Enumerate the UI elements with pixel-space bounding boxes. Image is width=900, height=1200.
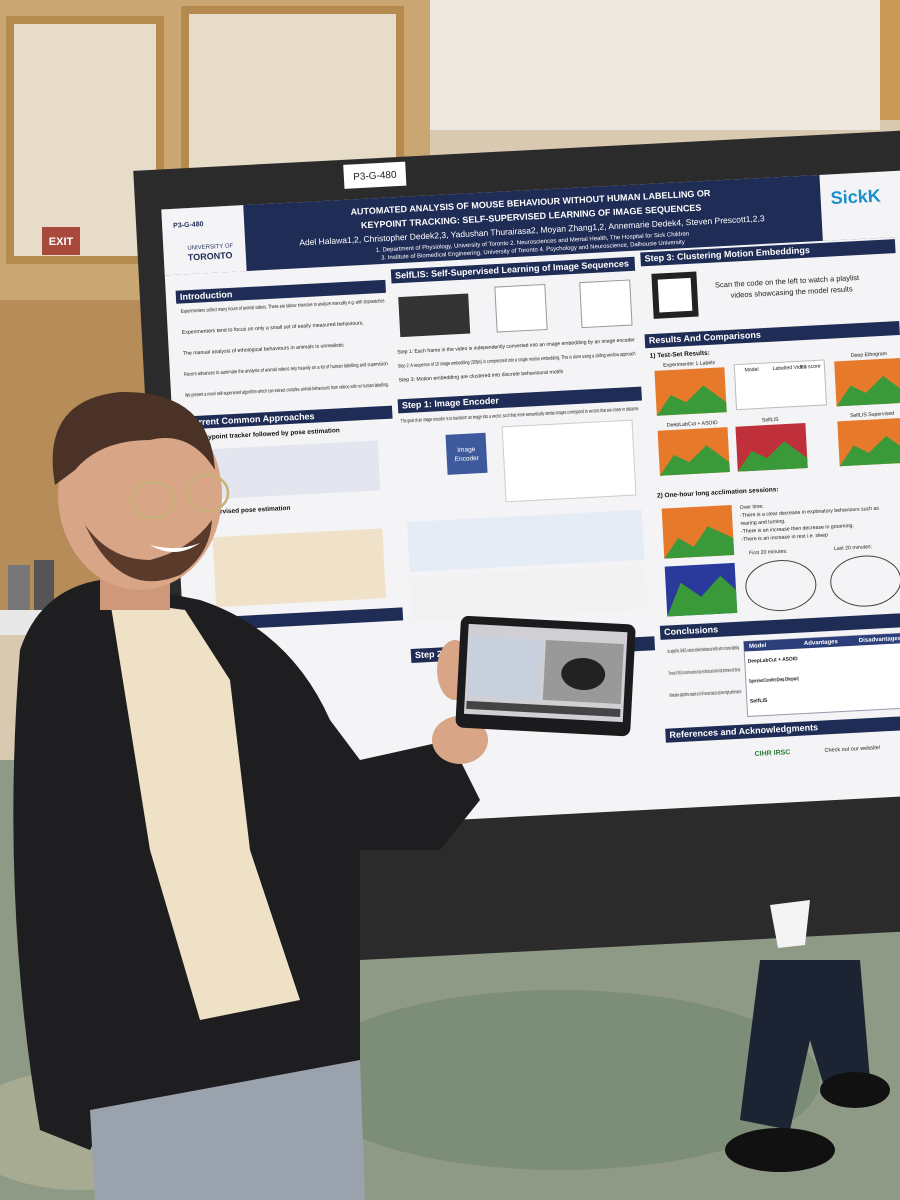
section-heading: Conclusions	[664, 624, 718, 637]
tablet	[455, 615, 636, 737]
glasses	[129, 480, 177, 520]
panel-area	[737, 441, 808, 472]
exit-sign	[42, 227, 80, 255]
area-shape	[667, 575, 738, 617]
beard	[85, 520, 212, 582]
university: UNIVERSITY OF	[187, 243, 233, 251]
mouse-image	[561, 657, 606, 691]
section-header	[397, 386, 642, 414]
exit-text: EXIT	[49, 236, 74, 248]
cihr: CIHR IRSC	[754, 749, 790, 758]
qr-code-inner	[657, 277, 693, 313]
section-header	[390, 256, 636, 284]
screen-plot	[466, 636, 542, 700]
contrastive-diagram	[407, 509, 645, 572]
wall-upper	[430, 0, 880, 130]
over-time-line: -There is an increase then decrease in g…	[741, 523, 854, 535]
table-header: Disadvantages	[859, 636, 900, 644]
result-panels: Experimenter 1 Labels Deep Ethogram DeepLa…	[654, 351, 900, 476]
minutes-label: First 20 minutes:	[749, 549, 788, 557]
section-header	[659, 612, 900, 640]
panel-area	[656, 385, 727, 416]
pillar	[880, 0, 900, 120]
over-time-line: Over time:	[740, 504, 764, 511]
legs	[740, 960, 870, 1130]
video-timeline	[466, 700, 621, 717]
augmentations	[409, 564, 647, 622]
panel-area	[839, 435, 900, 467]
poster-code: P3-G-480	[173, 221, 204, 230]
jeans	[90, 1060, 365, 1200]
poster-board: P3-G-480 P3-G-480 UNIVERSITY OF TORONTO …	[133, 129, 900, 970]
section-header	[175, 279, 386, 304]
urn	[8, 565, 30, 610]
section-header	[640, 239, 896, 267]
conclusion-bullet: Alternative algorithms require a lot of …	[669, 689, 741, 699]
conclusion-bullet: The results of SelfLIS can also be super…	[668, 667, 740, 677]
embedding-stack	[494, 283, 548, 333]
umap-plot	[501, 419, 637, 503]
table-header: Advantages	[804, 639, 839, 647]
hair	[52, 391, 216, 485]
table-header: F1 score	[800, 364, 821, 371]
over-time-line: -There is an increase in rest i.e. sleep	[741, 532, 828, 543]
panel-title: Deep Ethogram	[851, 351, 888, 359]
table-row-label: DeepLabCut + ASOID	[748, 656, 798, 665]
sickkids-box	[819, 170, 900, 241]
sign-text: P3-G-480	[353, 170, 397, 183]
panel-area	[836, 375, 900, 407]
panel-title: DeepLabCut + ASOID	[667, 420, 718, 429]
table-head-bg	[743, 632, 900, 652]
encoder-label: Image	[457, 446, 476, 454]
section-header	[644, 320, 900, 349]
smile	[150, 543, 200, 553]
minutes-label: Last 20 minutes:	[834, 544, 872, 552]
website: Check out our website!	[824, 745, 881, 754]
f1-table	[733, 359, 827, 411]
t-shirt	[110, 600, 300, 1020]
shoe	[820, 1072, 890, 1108]
diagram	[207, 440, 381, 500]
section-heading: Introduction	[180, 289, 233, 302]
panel-area	[659, 445, 730, 476]
university: TORONTO	[188, 250, 233, 262]
panel-title: SelfLIS Supervised	[850, 411, 894, 419]
conclusion-table: Model Advantages Disadvantages DeepLabCut +…	[743, 632, 900, 717]
embedding-stack	[579, 279, 633, 329]
results-sub: 1) Test-Set Results:	[649, 350, 709, 360]
table-header: Model	[744, 367, 758, 374]
uoft-logo-box	[161, 205, 247, 276]
table-row-label: Supervised ConvNet (Deep Ethogram)	[749, 676, 799, 685]
encoder-box	[445, 432, 488, 475]
over-time-line: rearing and turning.	[740, 519, 785, 527]
conclusion-bullet: Our algorithm, SelfLIS, extracts relevan…	[667, 645, 739, 655]
glasses	[186, 473, 230, 513]
sign-card	[343, 161, 407, 189]
transition-graph	[830, 555, 900, 607]
window	[6, 16, 164, 264]
table-header: Labelled Video	[772, 364, 807, 372]
encoder-label: Encoder	[455, 455, 480, 463]
transition-graph	[745, 560, 817, 612]
table-row-label: SelfLIS	[750, 698, 768, 705]
diagram	[212, 528, 386, 608]
area-shape	[664, 526, 735, 559]
carpet-pattern	[300, 990, 820, 1170]
logo: SickK	[830, 186, 881, 209]
panel-title: SelfLIS	[762, 417, 780, 424]
section-header	[182, 405, 393, 430]
conclusion-bullets: Our algorithm, SelfLIS, extracts relevan…	[667, 645, 742, 699]
panel-title: Experimenter 1 Labels	[663, 360, 716, 369]
title-bar	[161, 170, 900, 276]
window	[181, 6, 404, 184]
section-header	[665, 715, 900, 743]
frames-image	[398, 293, 471, 338]
urn	[34, 560, 54, 610]
shoe	[725, 1128, 835, 1172]
table-header: Model	[749, 643, 767, 650]
cup	[770, 900, 810, 948]
